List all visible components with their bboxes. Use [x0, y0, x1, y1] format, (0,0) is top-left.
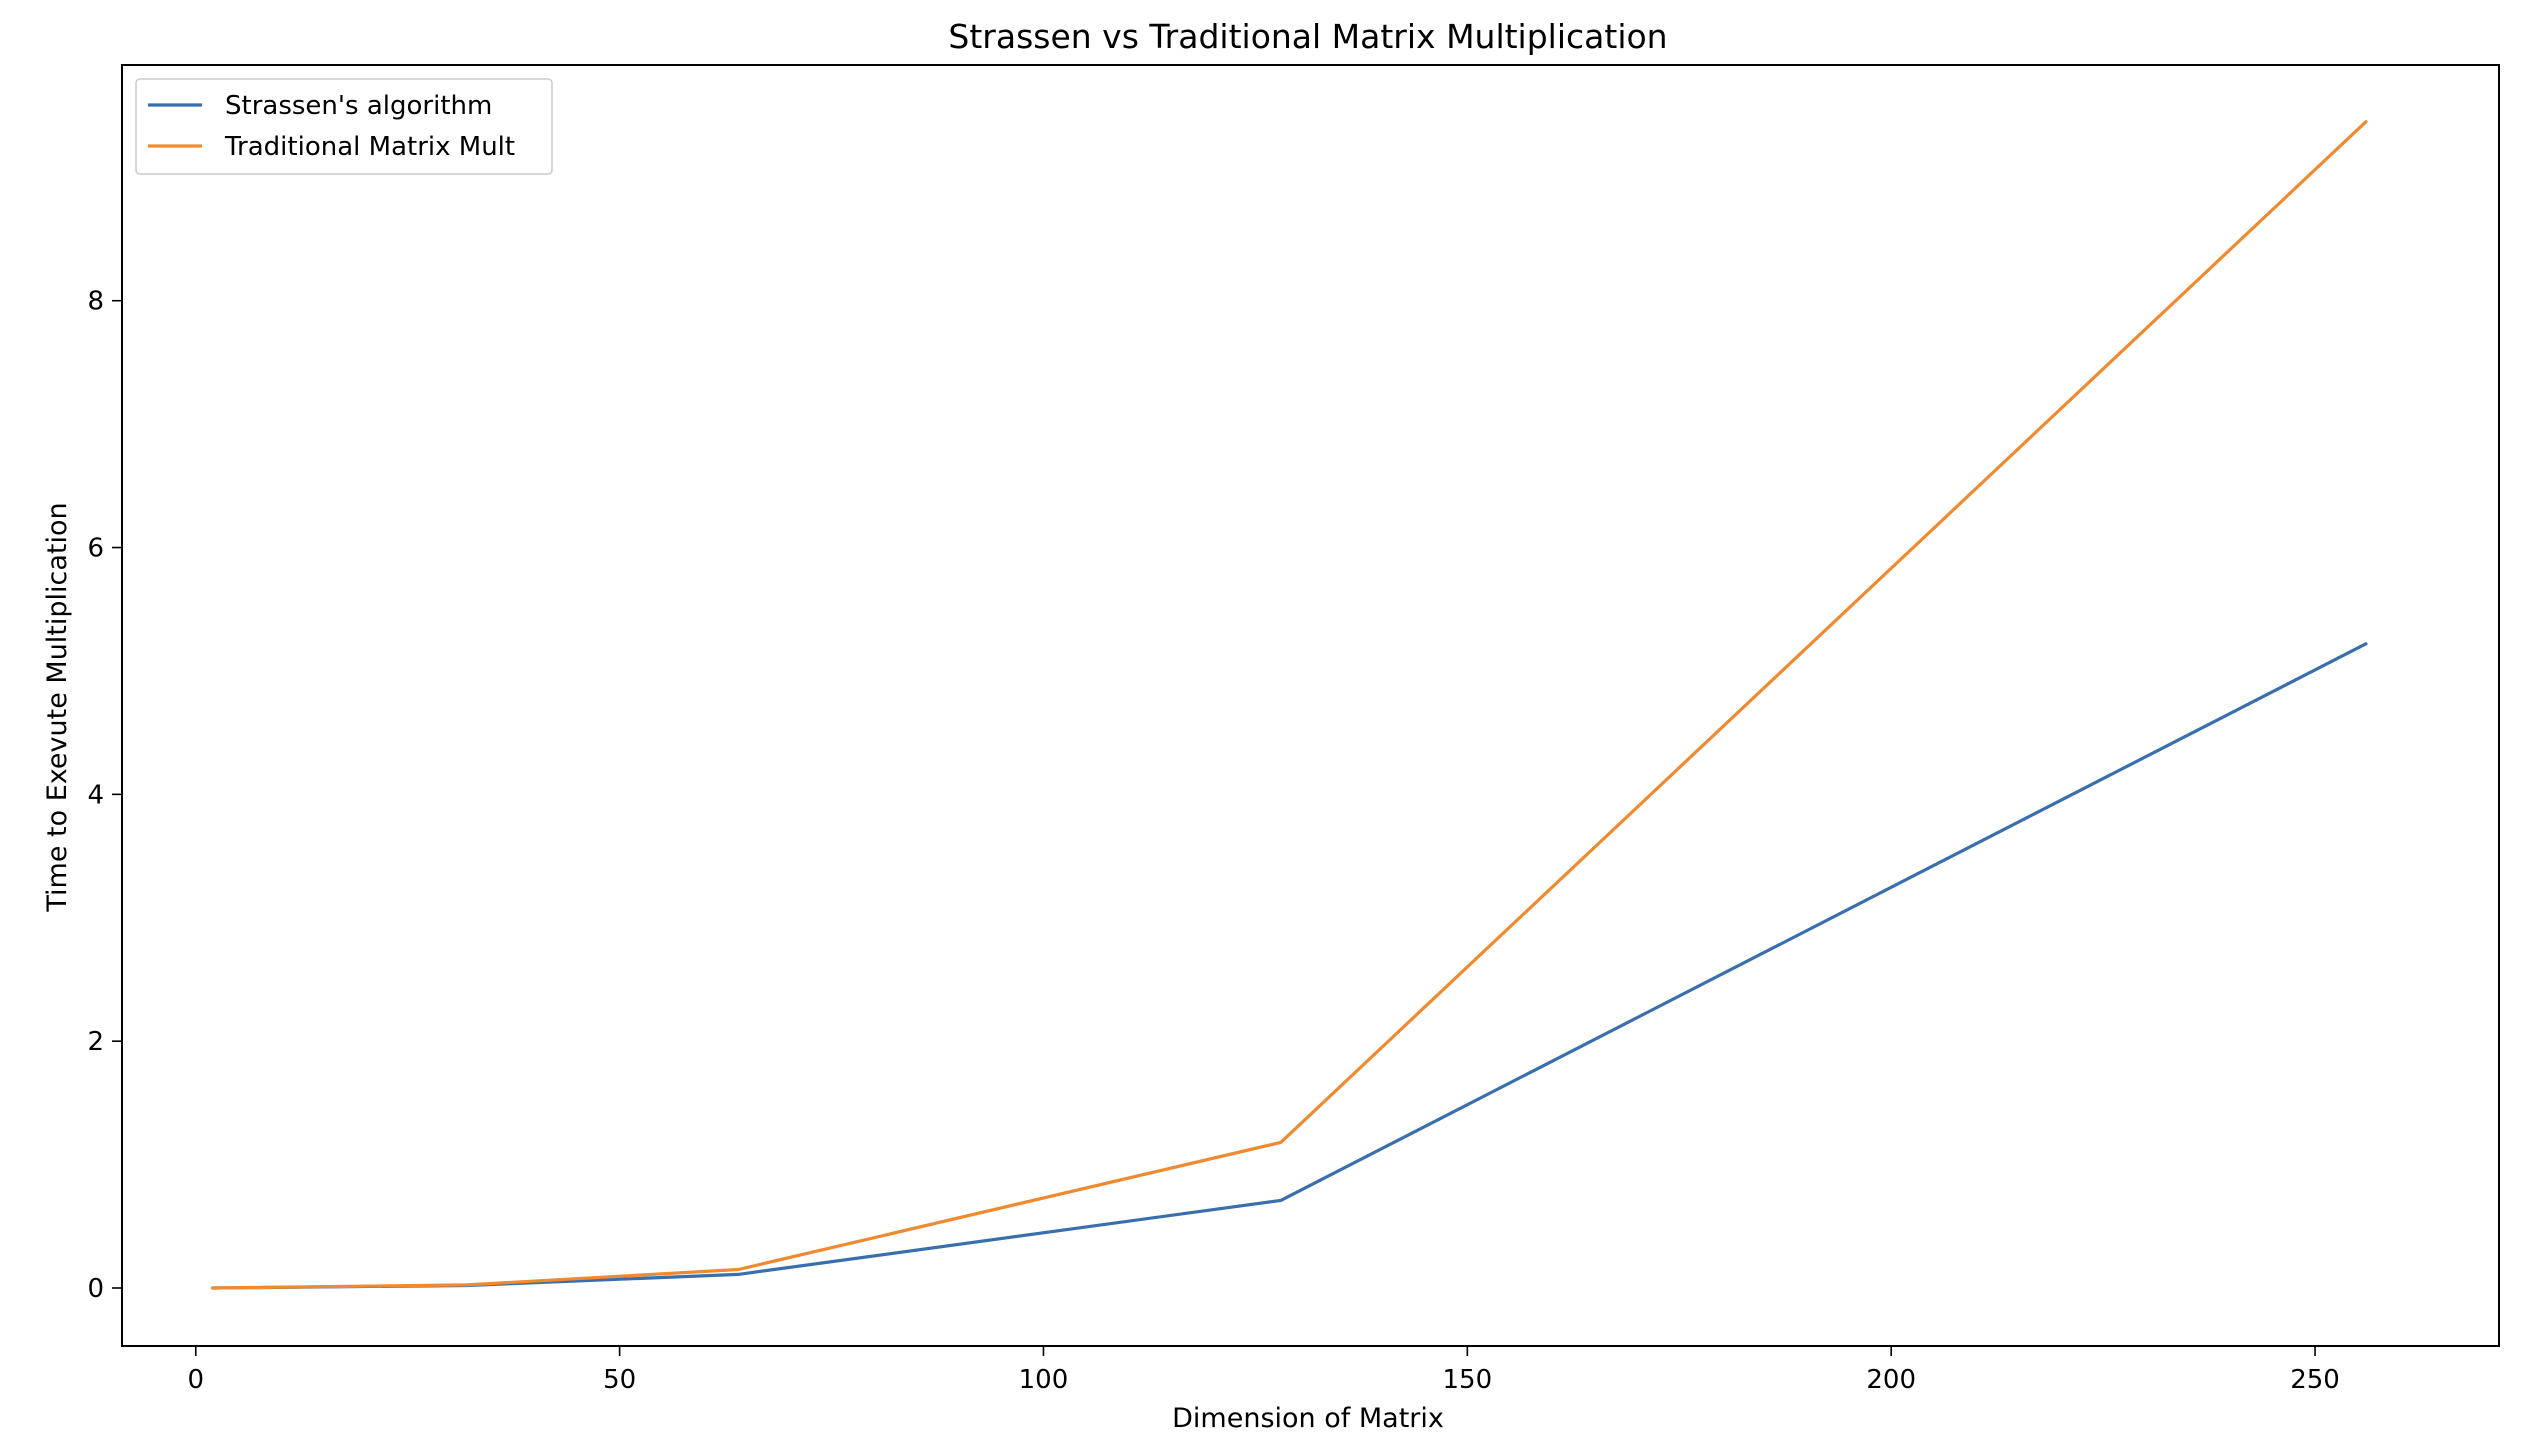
chart-title: Strassen vs Traditional Matrix Multiplic… — [948, 17, 1667, 56]
legend: Strassen's algorithm Traditional Matrix M… — [135, 78, 553, 175]
y-tick-label: 6 — [87, 534, 104, 564]
x-axis-label: Dimension of Matrix — [1172, 1403, 1444, 1432]
series-line-2 — [211, 120, 2368, 1290]
plot-area — [121, 64, 2500, 1347]
axes-frame — [121, 64, 2500, 1347]
x-axis: 0 50 100 150 200 250 — [187, 1346, 2340, 1395]
x-tick-label: 0 — [187, 1365, 204, 1395]
legend-label: Strassen's algorithm — [225, 91, 492, 121]
x-tick-label: 100 — [1019, 1365, 1069, 1395]
y-tick-label: 8 — [87, 287, 104, 317]
y-tick-label: 2 — [87, 1027, 104, 1057]
y-tick-label: 4 — [87, 780, 104, 810]
legend-label: Traditional Matrix Mult — [224, 132, 515, 162]
y-axis: 0 2 4 6 8 — [87, 287, 122, 1304]
x-tick-label: 150 — [1443, 1365, 1493, 1395]
series-lines — [211, 120, 2368, 1290]
legend-box — [135, 78, 553, 175]
x-tick-label: 200 — [1866, 1365, 1916, 1395]
x-tick-label: 50 — [603, 1365, 636, 1395]
x-tick-label: 250 — [2290, 1365, 2340, 1395]
y-axis-label: Time to Exevute Multiplication — [42, 502, 73, 912]
y-tick-label: 0 — [87, 1274, 104, 1304]
